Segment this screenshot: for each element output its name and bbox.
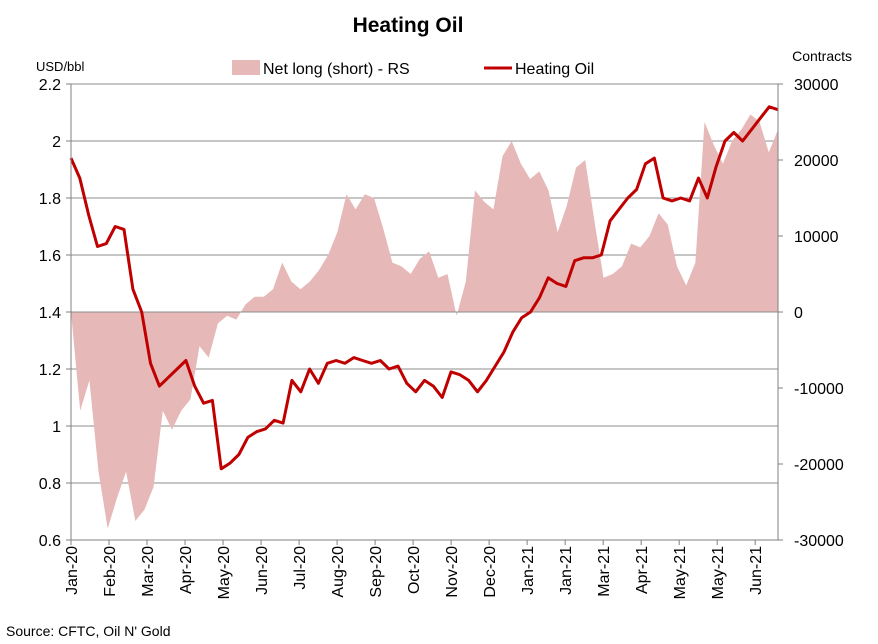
heating-oil-line [69,105,779,471]
x-tick-label-11: Dec-20 [482,546,499,598]
right-tick-label-3: 0 [794,305,803,322]
right-tick-label-0: -30000 [794,533,844,550]
left-tick-label-3: 1.2 [39,362,61,379]
x-tick-label-9: Oct-20 [406,546,423,594]
net-long-area-series [71,114,778,529]
net-long-area [71,114,778,529]
x-tick-label-14: Mar-21 [596,546,613,597]
left-tick-label-0: 0.6 [39,533,61,550]
right-tick-label-5: 20000 [794,153,839,170]
x-tick-label-10: Nov-20 [444,546,461,598]
x-tick-label-6: Jul-20 [292,546,309,590]
left-tick-label-1: 0.8 [39,476,61,493]
chart-title: Heating Oil [353,14,464,37]
source-note: Source: CFTC, Oil N' Gold [6,623,171,639]
left-tick-label-8: 2.2 [39,77,61,94]
heating-oil-line-series [69,105,779,471]
x-tick-label-15: Apr-21 [634,546,651,594]
x-tick-label-1: Feb-20 [102,546,119,597]
x-tick-label-12: Jan-21 [520,546,537,595]
x-tick-label-13: Jan-21 [558,546,575,595]
x-tick-label-17: May-21 [710,546,727,599]
left-tick-label-6: 1.8 [39,191,61,208]
x-tick-label-16: May-21 [672,546,689,599]
x-tick-label-18: Jun-21 [748,546,765,595]
left-tick-label-7: 2 [52,134,61,151]
x-tick-label-5: Jun-20 [254,546,271,595]
legend-label-heating-oil: Heating Oil [515,61,594,78]
x-tick-label-0: Jan-20 [64,546,81,595]
left-y-axis-ticks: 0.6 0.8 1 1.2 1.4 1.6 1.8 2 2.2 [39,77,71,550]
x-tick-label-2: Mar-20 [140,546,157,597]
x-tick-label-8: Sep-20 [368,546,385,598]
right-tick-label-6: 30000 [794,77,839,94]
right-tick-label-4: 10000 [794,229,839,246]
legend-label-net-long: Net long (short) - RS [263,61,410,78]
right-tick-label-1: -20000 [794,457,844,474]
left-tick-label-5: 1.6 [39,248,61,265]
x-tick-label-3: Apr-20 [178,546,195,594]
left-axis-unit: USD/bbl [36,59,85,74]
legend-swatch-net-long [232,60,260,75]
right-y-axis-ticks: -30000 -20000 -10000 0 10000 20000 30000 [778,77,844,550]
right-axis-unit: Contracts [792,48,852,64]
x-axis-ticks: Jan-20 Feb-20 Mar-20 Apr-20 May-20 Jun-20 Jul-… [64,540,765,599]
left-tick-label-2: 1 [52,419,61,436]
x-tick-label-7: Aug-20 [330,546,347,598]
x-tick-label-4: May-20 [216,546,233,599]
right-tick-label-2: -10000 [794,381,844,398]
left-tick-label-4: 1.4 [39,305,61,322]
